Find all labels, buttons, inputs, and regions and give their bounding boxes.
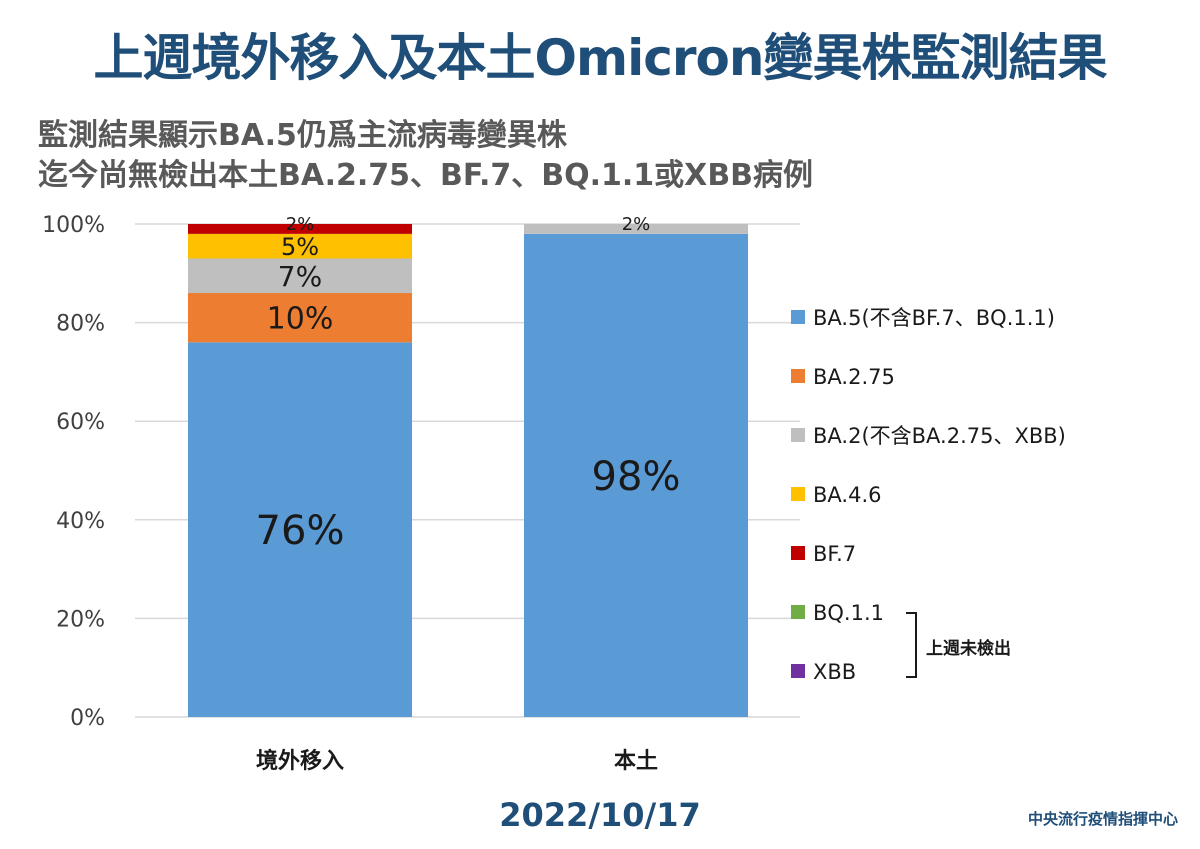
legend-label: BA.4.6 [813,483,881,507]
subtitle-line-2: 迄今尚無檢出本土BA.2.75、BF.7、BQ.1.1或XBB病例 [38,158,814,193]
legend-label: BQ.1.1 [813,601,884,625]
bar-segment [188,293,412,343]
legend-swatch [791,369,805,383]
legend-label: XBB [813,660,856,684]
legend-bracket-note: 上週未檢出 [926,638,1011,659]
bar-segment [188,233,412,259]
report-date: 2022/10/17 [499,796,701,834]
data-label: 7% [278,260,322,293]
data-label: 10% [267,301,334,336]
data-label: 98% [592,454,681,500]
legend-swatch [791,605,805,619]
legend-swatch [791,310,805,324]
y-tick-label: 80% [56,312,105,337]
y-tick-label: 60% [56,410,105,435]
legend-label: BF.7 [813,542,856,566]
y-tick-label: 0% [70,706,105,731]
bar-segment [188,224,412,234]
data-label: 2% [286,214,315,235]
legend-label: BA.2.75 [813,365,895,389]
legend-label: BA.5(不含BF.7、BQ.1.1) [813,306,1055,330]
legend-swatch [791,664,805,678]
bar-segment [188,342,412,717]
y-tick-label: 100% [42,213,105,238]
organization-name: 中央流行疫情指揮中心 [1027,810,1178,828]
data-label: 5% [281,233,319,261]
page-title: 上週境外移入及本土Omicron變異株監測結果 [93,29,1108,87]
legend-swatch [791,428,805,442]
bar-segment [188,258,412,294]
x-category-label: 本土 [614,749,658,774]
bar-segment [524,233,748,718]
legend-swatch [791,546,805,560]
data-label: 76% [256,508,345,554]
legend-bracket [906,612,917,678]
data-label: 2% [622,214,651,235]
legend-label: BA.2(不含BA.2.75、XBB) [813,424,1066,448]
y-tick-label: 20% [56,607,105,632]
legend-swatch [791,487,805,501]
subtitle-line-1: 監測結果顯示BA.5仍爲主流病毒變異株 [38,118,567,153]
y-tick-label: 40% [56,509,105,534]
bar-segment [524,224,748,234]
x-category-label: 境外移入 [256,748,344,774]
